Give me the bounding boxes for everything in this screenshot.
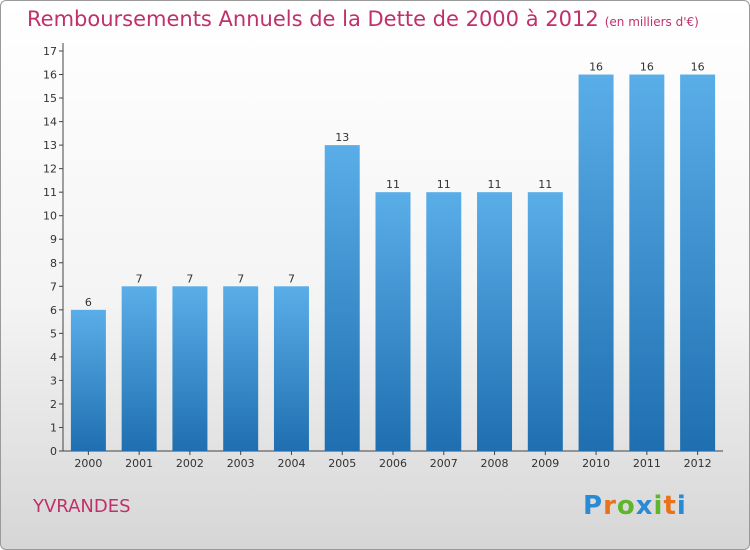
bar xyxy=(172,286,208,451)
bar xyxy=(121,286,157,451)
data-label: 11 xyxy=(538,178,552,191)
x-tick-label: 2000 xyxy=(74,457,102,470)
y-tick-label: 3 xyxy=(50,374,57,387)
logo-letter: x xyxy=(635,491,654,521)
bar xyxy=(477,192,513,452)
logo-letter: o xyxy=(616,491,636,521)
data-label: 16 xyxy=(589,61,603,74)
x-tick-label: 2003 xyxy=(227,457,255,470)
y-tick-label: 5 xyxy=(50,327,57,340)
bar xyxy=(324,145,360,451)
bar xyxy=(273,286,309,451)
data-label: 7 xyxy=(186,272,193,285)
bar xyxy=(578,74,614,451)
data-label: 16 xyxy=(640,61,654,74)
logo-letter: P xyxy=(583,491,604,521)
logo-letter: i xyxy=(676,491,687,521)
x-tick-label: 2007 xyxy=(430,457,458,470)
title-text: Remboursements Annuels de la Dette de 20… xyxy=(27,7,599,31)
y-tick-label: 14 xyxy=(43,116,57,129)
x-tick-label: 2001 xyxy=(125,457,153,470)
y-tick-label: 12 xyxy=(43,163,57,176)
y-tick-label: 10 xyxy=(43,210,57,223)
y-tick-label: 6 xyxy=(50,304,57,317)
data-label: 7 xyxy=(136,272,143,285)
x-tick-label: 2002 xyxy=(176,457,204,470)
proxiti-logo[interactable]: Proxiti xyxy=(583,491,687,521)
bar xyxy=(426,192,462,452)
units-label: (en milliers d'€) xyxy=(604,15,699,29)
commune-name: YVRANDES xyxy=(33,496,131,517)
bar xyxy=(223,286,259,451)
chart-title: Remboursements Annuels de la Dette de 20… xyxy=(27,7,699,31)
bar xyxy=(527,192,563,452)
x-tick-label: 2005 xyxy=(328,457,356,470)
y-tick-label: 16 xyxy=(43,69,57,82)
bar xyxy=(70,309,106,451)
x-tick-label: 2006 xyxy=(379,457,407,470)
y-tick-label: 0 xyxy=(50,445,57,458)
data-label: 7 xyxy=(288,272,295,285)
data-label: 16 xyxy=(691,61,705,74)
bars xyxy=(70,74,716,452)
logo-letter: r xyxy=(603,491,617,521)
data-label: 7 xyxy=(237,272,244,285)
y-tick-label: 15 xyxy=(43,92,57,105)
x-tick-label: 2010 xyxy=(582,457,610,470)
y-tick-label: 17 xyxy=(43,45,57,58)
data-label: 6 xyxy=(85,296,92,309)
bar xyxy=(375,192,411,452)
logo-letter: i xyxy=(653,491,664,521)
data-label: 13 xyxy=(335,131,349,144)
y-tick-label: 1 xyxy=(50,421,57,434)
x-tick-label: 2004 xyxy=(277,457,305,470)
y-tick-label: 7 xyxy=(50,280,57,293)
logo-letter: t xyxy=(663,491,677,521)
data-label: 11 xyxy=(386,178,400,191)
data-labels: 6 7 7 7 7 13 11 11 11 11 16 16 16 xyxy=(85,61,705,309)
y-tick-label: 8 xyxy=(50,257,57,270)
y-tick-label: 4 xyxy=(50,351,57,364)
x-tick-label: 2012 xyxy=(684,457,712,470)
y-tick-label: 11 xyxy=(43,186,57,199)
bar xyxy=(680,74,716,451)
y-tick-label: 2 xyxy=(50,398,57,411)
y-tick-label: 9 xyxy=(50,233,57,246)
bar xyxy=(629,74,665,451)
data-label: 11 xyxy=(488,178,502,191)
y-tick-label: 13 xyxy=(43,139,57,152)
x-tick-label: 2008 xyxy=(481,457,509,470)
x-tick-label: 2009 xyxy=(531,457,559,470)
x-tick-label: 2011 xyxy=(633,457,661,470)
data-label: 11 xyxy=(437,178,451,191)
